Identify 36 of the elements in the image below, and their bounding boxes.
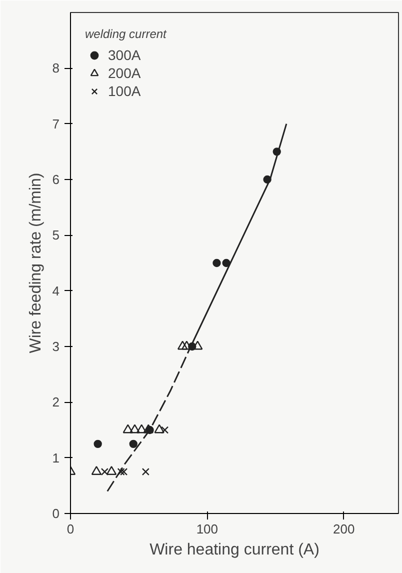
x-tick-label: 200 — [332, 522, 355, 536]
y-axis-title: Wire feeding rate (m/min) — [27, 172, 44, 354]
point — [143, 424, 154, 434]
point — [117, 468, 125, 476]
point — [130, 424, 140, 434]
y-tick-label: 6 — [52, 172, 60, 187]
point — [177, 340, 188, 350]
y-tick-label: 2 — [52, 394, 60, 410]
point — [212, 258, 221, 268]
y-tick-label: 3 — [52, 339, 60, 354]
y-tick-label: 0 — [52, 506, 60, 521]
point — [192, 340, 203, 350]
point — [129, 440, 138, 448]
point — [100, 468, 108, 476]
point — [122, 424, 133, 434]
x-axis-title: Wire heating current (A) — [150, 542, 320, 558]
y-tick-label: 1 — [52, 450, 60, 466]
point — [91, 466, 102, 475]
y-tick-label: 8 — [52, 60, 60, 76]
point — [136, 424, 147, 434]
legend-label: 300A — [108, 47, 141, 63]
point — [161, 426, 169, 434]
point — [120, 468, 128, 476]
legend-label: 100A — [108, 83, 141, 99]
point — [94, 440, 102, 448]
point — [142, 468, 150, 476]
y-tick-label: 5 — [52, 228, 60, 243]
x-tick-label: 0 — [66, 522, 74, 536]
point — [106, 466, 117, 475]
legend-label: 200A — [108, 65, 141, 81]
point — [154, 424, 164, 434]
y-tick-label: 7 — [52, 116, 60, 132]
y-tick-label: 4 — [52, 283, 60, 298]
legend-title: welding current — [85, 27, 166, 41]
x-tick-label: 100 — [196, 522, 218, 536]
point — [222, 258, 230, 268]
